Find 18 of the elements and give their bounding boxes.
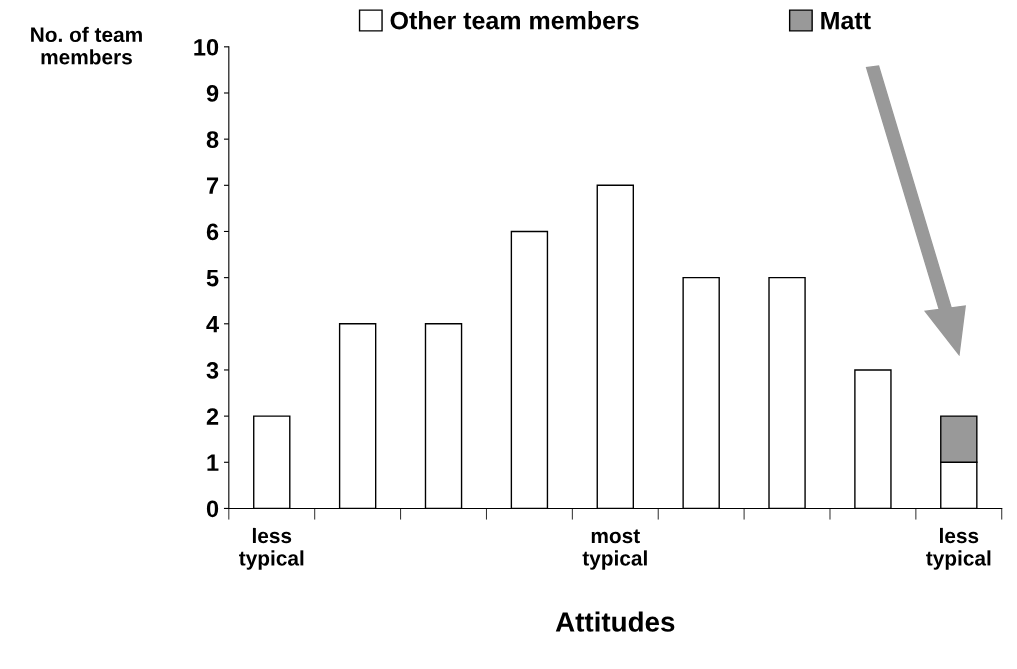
x-axis-title: Attitudes — [555, 611, 675, 632]
y-tick-label: 5 — [206, 269, 219, 287]
y-tick-label: 3 — [206, 362, 219, 379]
y-axis-title: No. of team members — [31, 26, 142, 65]
y-tick-label: 8 — [206, 131, 219, 148]
legend-label: Matt — [821, 11, 871, 30]
y-tick-label: 1 — [207, 454, 219, 471]
x-tick-label: less typical — [926, 527, 991, 570]
y-tick-label: 4 — [206, 316, 219, 333]
y-tick-label: 0 — [206, 500, 219, 518]
y-tick-label: 10 — [194, 38, 219, 56]
x-tick-label: less typical — [239, 527, 304, 570]
y-tick-label: 7 — [206, 177, 219, 194]
y-tick-label: 2 — [206, 408, 219, 425]
y-tick-label: 9 — [206, 85, 219, 102]
legend-label: Other team members — [390, 11, 639, 30]
y-tick-label: 6 — [206, 223, 219, 241]
x-tick-label: most typical — [582, 529, 647, 570]
